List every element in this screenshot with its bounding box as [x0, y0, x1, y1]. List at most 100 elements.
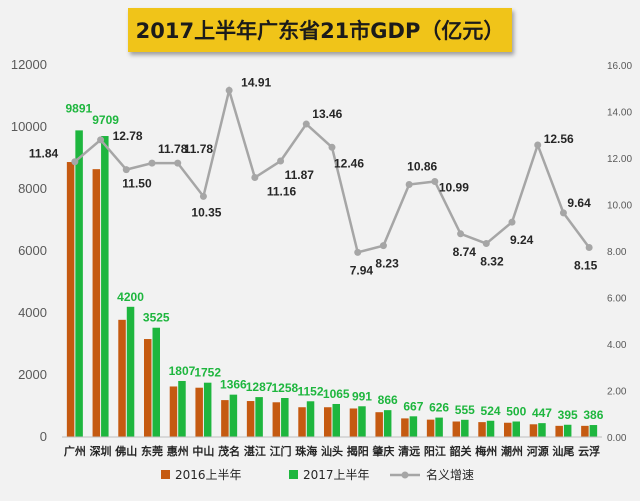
bar-2017 — [563, 424, 572, 437]
bar-2017 — [178, 380, 186, 437]
category-label: 东莞 — [141, 444, 163, 458]
bar-2017 — [383, 410, 392, 437]
bar-data-label: 1752 — [194, 366, 221, 380]
growth-point — [431, 177, 439, 185]
bar-2016 — [195, 387, 203, 437]
bar-2017 — [75, 130, 83, 437]
growth-point — [534, 141, 542, 149]
bar-2017 — [306, 401, 315, 437]
bar-data-label: 1258 — [271, 381, 298, 395]
growth-point — [457, 230, 465, 238]
legend-marker-growth — [401, 471, 409, 479]
growth-point — [508, 218, 516, 226]
bar-2017 — [512, 421, 520, 437]
category-label: 梅州 — [475, 444, 497, 458]
bar-2017 — [229, 394, 238, 437]
bar-2016 — [66, 162, 75, 437]
legend-label-growth: 名义增速 — [426, 467, 474, 482]
bar-data-label: 395 — [558, 408, 578, 422]
growth-data-label: 11.84 — [29, 147, 59, 161]
category-label: 清远 — [398, 444, 420, 458]
bar-2016 — [272, 402, 281, 437]
bar-data-label: 447 — [532, 406, 552, 420]
legend-label-2017: 2017上半年 — [303, 468, 370, 482]
bar-data-label: 991 — [352, 389, 372, 403]
growth-point — [71, 158, 79, 166]
category-label: 深圳 — [90, 444, 112, 458]
bar-2017 — [486, 420, 495, 437]
category-label: 广州 — [64, 444, 86, 458]
bar-2017 — [589, 425, 598, 437]
bar-2016 — [221, 400, 229, 437]
growth-data-label: 10.99 — [439, 180, 469, 194]
growth-data-label: 8.15 — [574, 259, 598, 273]
growth-data-label: 8.74 — [453, 245, 477, 259]
category-label: 韶关 — [450, 444, 472, 458]
y-left-tick-label: 4000 — [18, 305, 47, 320]
growth-point — [585, 244, 593, 252]
growth-data-label: 11.16 — [267, 185, 297, 199]
growth-point — [405, 181, 413, 189]
y-left-tick-label: 8000 — [18, 181, 47, 196]
chart-title-banner: 2017上半年广东省21市GDP（亿元） — [128, 8, 512, 52]
category-label: 惠州 — [167, 444, 189, 458]
bar-data-label: 9709 — [92, 113, 119, 127]
bar-data-label: 1287 — [246, 380, 273, 394]
category-label: 肇庆 — [371, 444, 394, 458]
category-label: 云浮 — [578, 444, 600, 458]
category-label: 茂名 — [218, 444, 240, 458]
bar-2016 — [401, 418, 409, 437]
bar-2016 — [92, 169, 101, 437]
legend-swatch-2016 — [161, 470, 170, 479]
y-right-tick-label: 6.00 — [607, 294, 627, 305]
bar-2017 — [538, 423, 546, 437]
y-left-tick-label: 0 — [40, 429, 47, 444]
category-label: 江门 — [270, 444, 292, 458]
growth-data-label: 11.78 — [158, 142, 188, 156]
legend-label-2016: 2016上半年 — [175, 468, 242, 482]
bar-2016 — [246, 401, 255, 437]
y-left-tick-label: 12000 — [11, 57, 47, 72]
growth-point — [379, 242, 387, 250]
growth-point — [225, 86, 233, 94]
bar-2016 — [581, 425, 589, 437]
y-right-tick-label: 2.00 — [607, 387, 627, 398]
bar-2016 — [349, 408, 358, 437]
bar-2016 — [375, 412, 383, 437]
growth-data-label: 14.91 — [241, 75, 271, 89]
category-label: 潮州 — [501, 444, 523, 458]
growth-data-label: 9.64 — [567, 196, 591, 210]
bar-2016 — [529, 424, 538, 437]
category-label: 佛山 — [114, 444, 137, 458]
bar-2016 — [452, 421, 461, 437]
growth-point — [174, 159, 182, 167]
chart-title: 2017上半年广东省21市GDP（亿元） — [135, 19, 505, 43]
y-right-tick-label: 4.00 — [607, 340, 627, 351]
growth-point — [97, 136, 105, 144]
bar-2017 — [152, 327, 160, 437]
growth-point — [328, 143, 336, 151]
bar-data-label: 626 — [429, 401, 449, 415]
growth-data-label: 11.78 — [184, 142, 214, 156]
bar-2016 — [144, 339, 152, 437]
bar-2016 — [426, 419, 435, 437]
growth-data-label: 9.24 — [510, 233, 534, 247]
category-label: 阳江 — [424, 444, 446, 458]
bar-2016 — [504, 422, 512, 437]
category-label: 汕尾 — [552, 444, 574, 458]
growth-point — [302, 120, 310, 128]
bar-2017 — [461, 419, 469, 437]
y-right-tick-label: 0.00 — [607, 433, 627, 444]
bar-data-label: 3525 — [143, 311, 170, 325]
y-left-tick-label: 6000 — [18, 243, 47, 258]
bar-2017 — [126, 306, 135, 437]
growth-data-label: 13.46 — [312, 107, 342, 121]
bar-2017 — [332, 403, 340, 437]
bar-2017 — [255, 397, 263, 437]
growth-data-label: 12.56 — [544, 132, 574, 146]
bar-data-label: 555 — [455, 403, 475, 417]
category-label: 珠海 — [295, 444, 317, 458]
category-label: 汕头 — [321, 444, 343, 458]
growth-point — [482, 240, 490, 248]
